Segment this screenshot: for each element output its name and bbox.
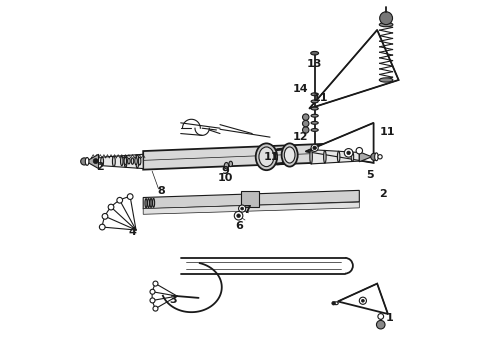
Text: 8: 8 xyxy=(157,186,165,196)
Ellipse shape xyxy=(112,156,115,167)
Circle shape xyxy=(332,301,335,305)
Circle shape xyxy=(347,151,350,155)
Text: 7: 7 xyxy=(243,205,251,215)
Polygon shape xyxy=(306,123,373,163)
Polygon shape xyxy=(143,190,359,209)
Circle shape xyxy=(102,213,108,219)
Ellipse shape xyxy=(136,155,139,168)
Circle shape xyxy=(117,197,122,203)
Circle shape xyxy=(380,12,392,24)
Circle shape xyxy=(127,194,133,199)
Circle shape xyxy=(313,146,317,150)
Ellipse shape xyxy=(284,147,295,163)
Circle shape xyxy=(302,127,309,133)
Text: 5: 5 xyxy=(366,170,374,180)
Ellipse shape xyxy=(124,156,127,167)
Circle shape xyxy=(359,297,367,304)
Ellipse shape xyxy=(150,198,152,207)
Ellipse shape xyxy=(311,114,318,117)
Ellipse shape xyxy=(311,51,319,55)
Ellipse shape xyxy=(131,158,134,164)
Text: 2: 2 xyxy=(379,189,387,199)
Bar xyxy=(242,192,259,207)
Circle shape xyxy=(376,320,385,329)
Circle shape xyxy=(311,144,318,152)
Text: 6: 6 xyxy=(236,221,244,231)
Text: 13: 13 xyxy=(307,59,322,69)
Ellipse shape xyxy=(282,143,298,167)
Ellipse shape xyxy=(229,161,232,167)
Ellipse shape xyxy=(147,199,149,207)
Ellipse shape xyxy=(379,78,393,82)
Circle shape xyxy=(378,314,384,319)
Text: 10: 10 xyxy=(218,173,233,183)
Circle shape xyxy=(241,207,244,210)
Circle shape xyxy=(362,299,364,302)
Circle shape xyxy=(234,211,243,220)
Ellipse shape xyxy=(145,199,147,208)
Ellipse shape xyxy=(152,198,155,207)
Ellipse shape xyxy=(128,158,130,164)
Circle shape xyxy=(93,158,98,163)
Ellipse shape xyxy=(100,157,103,166)
Circle shape xyxy=(153,281,158,286)
Ellipse shape xyxy=(311,107,318,110)
Circle shape xyxy=(81,158,88,165)
Circle shape xyxy=(344,149,353,157)
Text: 11: 11 xyxy=(264,152,279,162)
Ellipse shape xyxy=(85,157,89,165)
Polygon shape xyxy=(143,144,323,170)
Text: 9: 9 xyxy=(221,166,229,176)
Ellipse shape xyxy=(375,153,378,161)
Circle shape xyxy=(108,204,114,210)
Ellipse shape xyxy=(338,151,340,162)
Circle shape xyxy=(99,224,105,230)
Ellipse shape xyxy=(311,129,318,131)
Ellipse shape xyxy=(259,147,274,167)
Ellipse shape xyxy=(323,150,326,163)
Polygon shape xyxy=(309,30,398,109)
Ellipse shape xyxy=(224,162,228,169)
Polygon shape xyxy=(86,154,98,168)
Ellipse shape xyxy=(124,157,126,165)
Text: 2: 2 xyxy=(97,162,104,172)
Polygon shape xyxy=(311,150,359,164)
Ellipse shape xyxy=(351,152,354,162)
Circle shape xyxy=(302,120,309,127)
Circle shape xyxy=(153,306,158,311)
Circle shape xyxy=(371,153,378,160)
Ellipse shape xyxy=(121,157,123,166)
Text: 1: 1 xyxy=(386,312,393,323)
Circle shape xyxy=(150,289,155,294)
Ellipse shape xyxy=(256,143,277,170)
Ellipse shape xyxy=(334,302,338,305)
Text: 12: 12 xyxy=(293,132,308,142)
Polygon shape xyxy=(338,284,388,314)
Text: 11: 11 xyxy=(380,127,395,137)
Text: 3: 3 xyxy=(170,295,177,305)
Ellipse shape xyxy=(310,150,312,164)
Polygon shape xyxy=(359,152,372,162)
Circle shape xyxy=(378,155,382,159)
Ellipse shape xyxy=(138,157,141,165)
Ellipse shape xyxy=(311,93,318,96)
Text: 4: 4 xyxy=(128,227,136,237)
Circle shape xyxy=(237,214,241,217)
Circle shape xyxy=(356,148,363,154)
Polygon shape xyxy=(143,202,359,214)
Ellipse shape xyxy=(135,157,137,165)
Circle shape xyxy=(150,298,155,303)
Circle shape xyxy=(239,205,245,212)
Ellipse shape xyxy=(311,100,318,103)
Text: 14: 14 xyxy=(293,84,308,94)
Ellipse shape xyxy=(311,121,318,124)
Polygon shape xyxy=(102,154,143,168)
Circle shape xyxy=(302,114,309,120)
Text: 11: 11 xyxy=(312,93,328,103)
Ellipse shape xyxy=(379,22,393,27)
